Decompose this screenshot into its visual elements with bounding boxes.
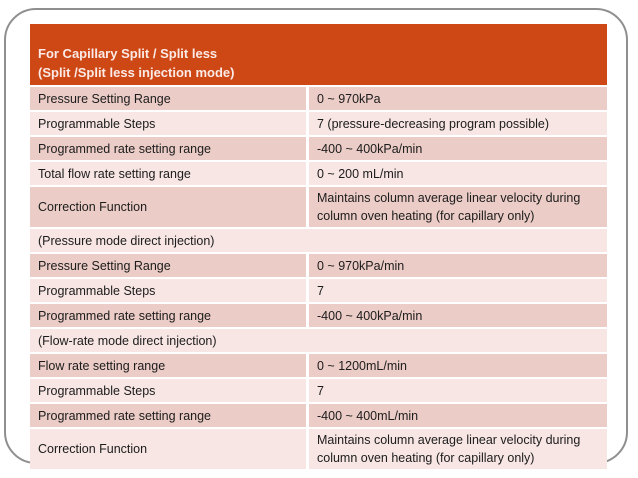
spec-value-cell: Maintains column average linear velocity… [306, 429, 607, 469]
spec-table: For Capillary Split / Split less (Split … [30, 22, 607, 471]
spec-value-cell: 7 [306, 379, 607, 402]
table-row: Programmable Steps 7 [30, 279, 607, 302]
table-header-row: For Capillary Split / Split less (Split … [30, 24, 607, 85]
table-header: For Capillary Split / Split less (Split … [30, 24, 607, 85]
table-row: Programmable Steps 7 [30, 379, 607, 402]
spec-label-cell: Flow rate setting range [30, 354, 306, 377]
table-section-row: (Pressure mode direct injection) [30, 229, 607, 252]
table-row: Total flow rate setting range 0 ~ 200 mL… [30, 162, 607, 185]
table-row: Programmed rate setting range -400 ~ 400… [30, 304, 607, 327]
spec-value-cell: -400 ~ 400kPa/min [306, 137, 607, 160]
table-body: Pressure Setting Range 0 ~ 970kPa Progra… [30, 87, 607, 469]
spec-value-cell: -400 ~ 400mL/min [306, 404, 607, 427]
spec-value-cell: -400 ~ 400kPa/min [306, 304, 607, 327]
spec-label-cell: Pressure Setting Range [30, 254, 306, 277]
spec-value-cell: 0 ~ 970kPa/min [306, 254, 607, 277]
table-row: Flow rate setting range 0 ~ 1200mL/min [30, 354, 607, 377]
table-header-line1: For Capillary Split / Split less [38, 46, 218, 61]
table-row: Programmed rate setting range -400 ~ 400… [30, 404, 607, 427]
section-label-cell: (Flow-rate mode direct injection) [30, 329, 607, 352]
spec-label-cell: Programmable Steps [30, 379, 306, 402]
table-row: Programmed rate setting range -400 ~ 400… [30, 137, 607, 160]
spec-label-cell: Total flow rate setting range [30, 162, 306, 185]
table-section-row: (Flow-rate mode direct injection) [30, 329, 607, 352]
spec-label-cell: Programmed rate setting range [30, 304, 306, 327]
table-row: Correction Function Maintains column ave… [30, 429, 607, 469]
spec-label-cell: Programmed rate setting range [30, 404, 306, 427]
spec-table-container: For Capillary Split / Split less (Split … [30, 22, 607, 471]
spec-value-cell: 0 ~ 1200mL/min [306, 354, 607, 377]
table-row: Programmable Steps 7 (pressure-decreasin… [30, 112, 607, 135]
spec-value-cell: 7 [306, 279, 607, 302]
spec-value-cell: Maintains column average linear velocity… [306, 187, 607, 227]
spec-label-cell: Correction Function [30, 429, 306, 469]
spec-value-cell: 0 ~ 200 mL/min [306, 162, 607, 185]
spec-value-cell: 7 (pressure-decreasing program possible) [306, 112, 607, 135]
spec-label-cell: Pressure Setting Range [30, 87, 306, 110]
table-header-line2: (Split /Split less injection mode) [38, 65, 235, 80]
table-row: Pressure Setting Range 0 ~ 970kPa/min [30, 254, 607, 277]
table-row: Correction Function Maintains column ave… [30, 187, 607, 227]
spec-label-cell: Programmable Steps [30, 112, 306, 135]
spec-label-cell: Programmable Steps [30, 279, 306, 302]
section-label-cell: (Pressure mode direct injection) [30, 229, 607, 252]
spec-label-cell: Correction Function [30, 187, 306, 227]
spec-label-cell: Programmed rate setting range [30, 137, 306, 160]
table-row: Pressure Setting Range 0 ~ 970kPa [30, 87, 607, 110]
spec-value-cell: 0 ~ 970kPa [306, 87, 607, 110]
